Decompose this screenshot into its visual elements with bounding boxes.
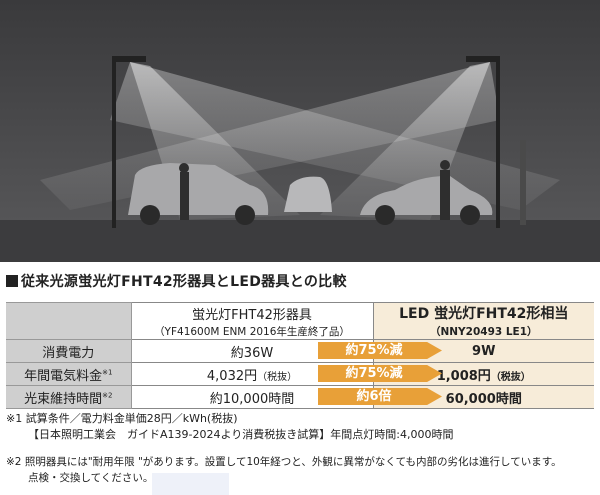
footnote-1: ※1 試算条件／電力料金単価28円／kWh(税抜) 【日本照明工業会 ガイドA1… xyxy=(6,411,453,443)
label-text: 消費電力 xyxy=(42,345,95,361)
fluorescent-title: 蛍光灯FHT42形器具 xyxy=(192,307,312,323)
row-label: 消費電力 xyxy=(6,339,132,363)
led-title: LED 蛍光灯FHT42形相当 xyxy=(399,306,569,322)
comparison-arrow: 約6倍 xyxy=(318,388,442,405)
footnote-1-line1: ※1 試算条件／電力料金単価28円／kWh(税抜) xyxy=(6,412,238,425)
section-title: 従来光源蛍光灯FHT42形器具とLED器具との比較 xyxy=(6,271,347,291)
label-text: 光束維持時間 xyxy=(24,391,103,407)
square-bullet-icon xyxy=(6,275,18,287)
note-mark: ※2 xyxy=(102,391,113,400)
blank-highlight xyxy=(152,473,229,495)
street-light-photo xyxy=(0,0,600,262)
table-row: 光束維持時間※2 約10,000時間 60,000時間 xyxy=(6,385,594,409)
new-text: 1,008円 xyxy=(436,368,491,384)
comparison-table: 蛍光灯FHT42形器具 （YF41600M ENM 2016年生産終了品） LED… xyxy=(6,302,594,409)
note-mark: ※1 xyxy=(102,368,113,377)
led-model: （NNY20493 LE1） xyxy=(429,326,538,338)
table-row: 年間電気料金※1 4,032円（税抜） 1,008円（税抜） xyxy=(6,362,594,386)
old-text: 4,032円 xyxy=(206,368,258,384)
header-blank xyxy=(6,302,132,340)
old-text: 約36W xyxy=(230,345,274,361)
old-value: 4,032円（税抜） xyxy=(130,362,374,386)
table-row: 消費電力 約36W 9W xyxy=(6,339,594,363)
table-header-row: 蛍光灯FHT42形器具 （YF41600M ENM 2016年生産終了品） LED… xyxy=(6,302,594,340)
footnote-2-line1: ※2 照明器具には"耐用年限 "があります。設置して10年経つと、外観に異常がな… xyxy=(6,456,562,468)
new-text: 60,000時間 xyxy=(445,391,522,407)
old-unit: （税抜） xyxy=(257,371,298,383)
old-text: 約10,000時間 xyxy=(209,391,295,407)
fluorescent-model: （YF41600M ENM 2016年生産終了品） xyxy=(154,325,350,338)
footnote-2-line2: 点検・交換してください。 xyxy=(28,472,154,484)
new-unit: （税抜） xyxy=(490,371,531,383)
old-value: 約10,000時間 xyxy=(130,385,374,409)
label-text: 年間電気料金 xyxy=(24,368,103,384)
footnote-1-line2: 【日本照明工業会 ガイドA139-2024より消費税抜き試算】年間点灯時間:4,… xyxy=(28,428,454,441)
title-text: 従来光源蛍光灯FHT42形器具とLED器具との比較 xyxy=(21,274,347,290)
row-label: 年間電気料金※1 xyxy=(6,362,132,386)
header-fluorescent: 蛍光灯FHT42形器具 （YF41600M ENM 2016年生産終了品） xyxy=(130,302,374,340)
new-text: 9W xyxy=(472,343,496,359)
header-led: LED 蛍光灯FHT42形相当 （NNY20493 LE1） xyxy=(372,302,594,340)
row-label: 光束維持時間※2 xyxy=(6,385,132,409)
comparison-arrow: 約75%減 xyxy=(318,365,442,382)
comparison-arrow: 約75%減 xyxy=(318,342,442,359)
footnote-2: ※2 照明器具には"耐用年限 "があります。設置して10年経つと、外観に異常がな… xyxy=(6,454,562,486)
